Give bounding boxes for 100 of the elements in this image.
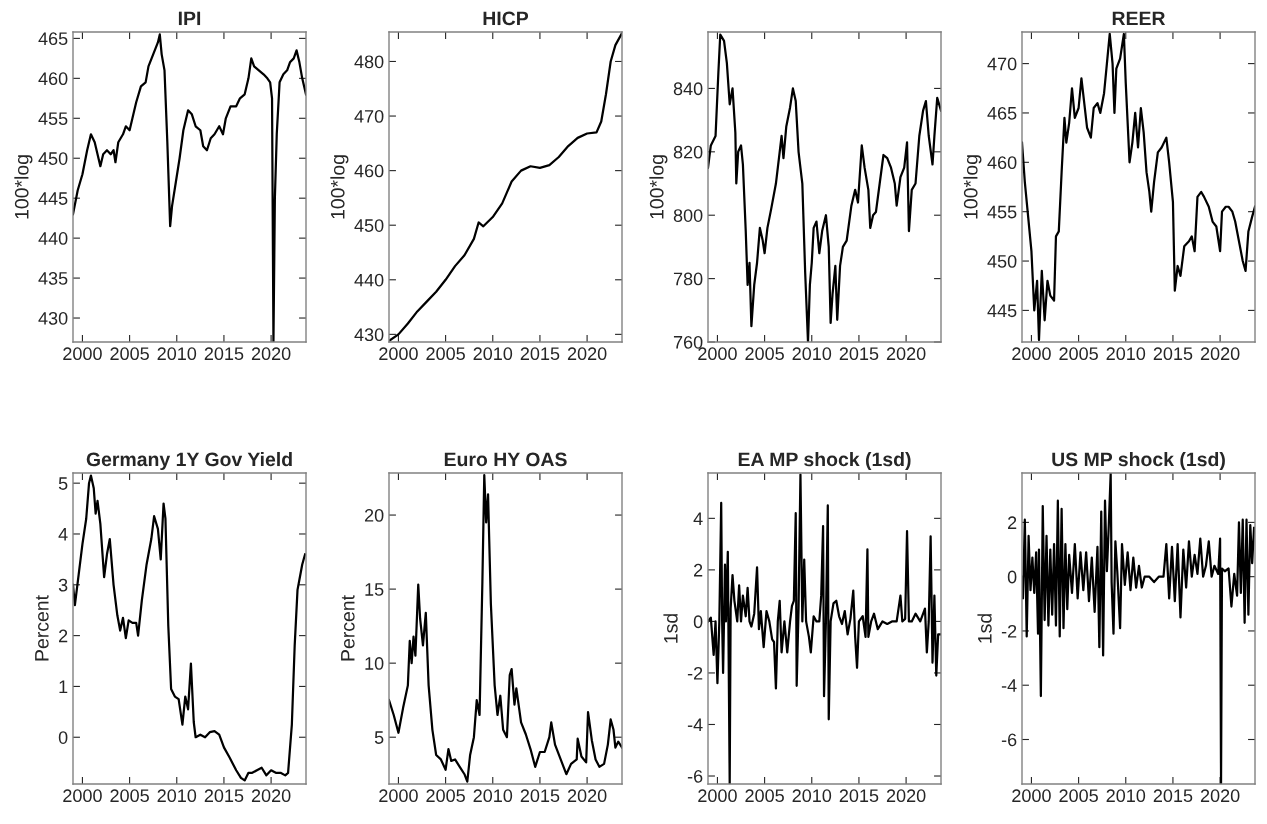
chart-title: EA MP shock (1sd)	[738, 451, 911, 471]
y-tick-label: 450	[354, 219, 384, 232]
x-tick-label: 2020	[567, 789, 607, 803]
x-tick-label: 2020	[1200, 347, 1240, 361]
x-tick-label: 2000	[379, 347, 418, 361]
x-tick-label: 2005	[426, 347, 465, 361]
x-tick-label: 2000	[63, 789, 102, 803]
x-tick-label: 2020	[1200, 789, 1240, 803]
x-tick-label: 2010	[792, 789, 832, 803]
chart-title: Euro HY OAS	[444, 452, 567, 467]
y-tick-label: 470	[987, 57, 1017, 71]
y-tick-label: 435	[38, 272, 68, 285]
x-tick-label: 2005	[110, 347, 149, 361]
line-series	[1022, 473, 1255, 784]
x-tick-label: 2000	[1012, 789, 1051, 803]
y-tick-label: -6	[1001, 733, 1017, 747]
chart-title: REER	[1112, 11, 1166, 26]
x-tick-label: 2015	[204, 789, 244, 803]
x-tick-label: 2020	[567, 347, 607, 361]
y-tick-label: 460	[354, 164, 384, 178]
x-tick-label: 2010	[1106, 789, 1146, 803]
x-tick-label: 2010	[157, 347, 197, 361]
y-tick-label: 15	[365, 583, 384, 596]
x-tick-label: 2020	[251, 347, 291, 361]
x-tick-label: 2010	[1106, 347, 1146, 361]
x-tick-label: 2005	[1059, 789, 1098, 803]
x-tick-label: 2000	[698, 789, 737, 803]
y-tick-label: 450	[987, 254, 1017, 268]
x-tick-label: 2020	[886, 347, 926, 361]
y-tick-label: 430	[38, 311, 68, 325]
y-axis-title: 100*log	[963, 155, 982, 219]
line-series	[389, 473, 622, 783]
line-series	[73, 474, 306, 782]
y-tick-label: 760	[673, 335, 703, 349]
x-tick-label: 2000	[63, 347, 102, 361]
line-series	[708, 473, 941, 784]
y-tick-label: 440	[354, 273, 384, 287]
y-axis-title: 100*log	[649, 155, 668, 219]
y-tick-label: 4	[693, 512, 703, 525]
chart-title: IPI	[178, 11, 201, 26]
y-tick-label: 430	[354, 328, 384, 342]
x-tick-label: 2015	[520, 347, 560, 361]
y-tick-label: -6	[687, 769, 703, 783]
y-tick-label: 440	[38, 232, 68, 245]
y-tick-label: 20	[364, 508, 384, 522]
x-tick-label: 2005	[745, 789, 784, 803]
y-tick-label: 2	[694, 563, 703, 577]
y-tick-label: 2	[59, 629, 68, 643]
x-tick-label: 2010	[473, 347, 513, 361]
y-axis-title: 100*log	[330, 155, 349, 219]
y-tick-label: 10	[365, 657, 384, 670]
y-tick-label: -2	[1001, 624, 1017, 638]
x-tick-label: 2020	[251, 789, 291, 803]
line-series	[389, 32, 622, 342]
chart-title: Germany 1Y Gov Yield	[86, 451, 292, 471]
y-tick-label: 465	[38, 32, 68, 46]
x-tick-label: 2015	[1153, 347, 1193, 361]
y-tick-label: 800	[673, 209, 703, 222]
y-tick-label: 5	[58, 477, 68, 490]
x-tick-label: 2020	[886, 789, 926, 803]
y-tick-label: 840	[673, 82, 703, 96]
y-tick-label: 455	[987, 205, 1017, 219]
y-axis-title: Percent	[35, 595, 49, 661]
y-tick-label: 0	[58, 731, 68, 744]
x-tick-label: 2005	[426, 789, 465, 803]
x-tick-label: 2015	[839, 347, 879, 361]
y-tick-label: 445	[38, 192, 68, 205]
x-tick-label: 2000	[1012, 347, 1051, 361]
y-tick-label: 3	[58, 578, 68, 592]
x-tick-label: 2005	[110, 789, 149, 803]
y-tick-label: 480	[354, 55, 384, 69]
x-tick-label: 2010	[157, 789, 197, 803]
y-tick-label: 460	[38, 72, 68, 86]
x-tick-label: 2015	[839, 789, 879, 803]
y-axis-title: Percent	[341, 595, 355, 661]
x-tick-label: 2010	[792, 347, 832, 361]
y-tick-label: 0	[1007, 570, 1017, 584]
x-tick-label: 2000	[698, 347, 737, 361]
x-tick-label: 2015	[520, 789, 560, 803]
y-axis-title: 1sd	[663, 614, 678, 643]
x-tick-label: 2000	[379, 789, 418, 803]
chart-title: HICP	[483, 11, 529, 26]
y-tick-label: 820	[673, 145, 703, 159]
y-tick-label: 450	[38, 152, 68, 165]
y-tick-label: -4	[687, 718, 703, 732]
x-tick-label: 2015	[1153, 789, 1193, 803]
x-tick-label: 2005	[1059, 347, 1098, 361]
line-series	[73, 33, 306, 342]
y-tick-label: 2	[1008, 516, 1017, 529]
y-tick-label: 780	[673, 272, 703, 286]
y-tick-label: 465	[987, 106, 1017, 120]
line-series	[1022, 32, 1255, 342]
y-tick-label: 470	[354, 109, 384, 123]
y-tick-label: -4	[1001, 679, 1017, 692]
y-tick-label: 460	[987, 156, 1017, 170]
y-tick-label: -2	[687, 666, 703, 680]
y-tick-label: 5	[374, 731, 384, 744]
y-tick-label: 0	[693, 615, 703, 629]
line-series	[708, 33, 941, 342]
y-tick-label: 445	[987, 304, 1017, 318]
